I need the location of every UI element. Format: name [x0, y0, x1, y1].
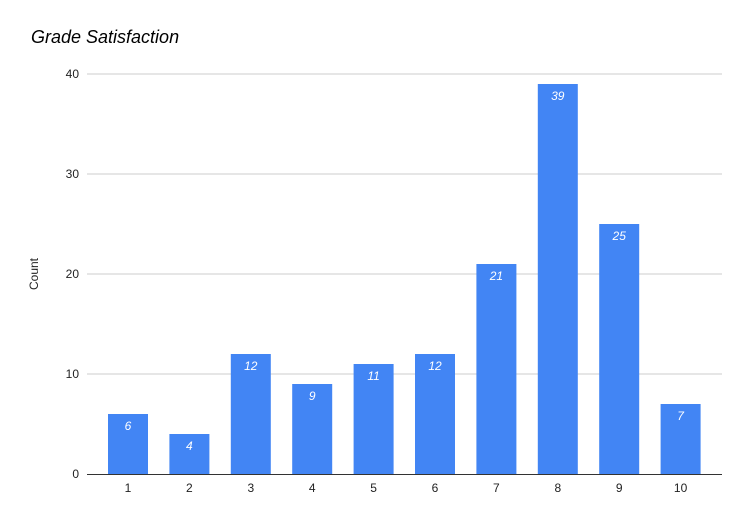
x-axis-ticks: 1 2 3 4 5 6 7 8 9 10	[125, 481, 688, 495]
bar	[230, 354, 271, 474]
y-tick-label: 20	[66, 267, 80, 281]
x-tick-label: 9	[616, 481, 623, 495]
bar	[537, 84, 578, 474]
x-tick-label: 1	[125, 481, 132, 495]
bar	[415, 354, 455, 474]
bar	[353, 364, 394, 474]
bar	[599, 224, 640, 474]
bar-value-label: 6	[125, 419, 132, 433]
x-tick-label: 6	[432, 481, 439, 495]
bar	[108, 414, 148, 474]
x-tick-label: 5	[370, 481, 377, 495]
bar	[660, 404, 701, 474]
y-tick-label: 10	[66, 367, 80, 381]
x-tick-label: 10	[674, 481, 688, 495]
bar-value-label: 21	[489, 269, 503, 283]
x-tick-label: 3	[247, 481, 254, 495]
x-tick-label: 8	[554, 481, 561, 495]
bar	[169, 434, 210, 474]
y-axis-title: Count	[27, 257, 41, 290]
y-axis-ticks: 0 10 20 30 40	[66, 67, 80, 481]
x-tick-label: 4	[309, 481, 316, 495]
data-labels: 6 4 12 9 11 12 21 39 25 7	[125, 89, 686, 453]
bar	[476, 264, 517, 474]
bar	[292, 384, 333, 474]
y-tick-label: 0	[72, 467, 79, 481]
bar-value-label: 12	[428, 359, 442, 373]
bar-value-label: 25	[612, 229, 627, 243]
x-tick-label: 7	[493, 481, 500, 495]
bar-value-label: 11	[367, 369, 379, 383]
bar-value-label: 4	[186, 439, 193, 453]
bar-value-label: 12	[244, 359, 258, 373]
y-tick-label: 30	[66, 167, 80, 181]
bar-value-label: 9	[309, 389, 316, 403]
bar-value-label: 7	[677, 409, 685, 423]
x-tick-label: 2	[186, 481, 193, 495]
bars	[108, 84, 701, 474]
chart-title: Grade Satisfaction	[31, 27, 180, 47]
bar-value-label: 39	[551, 89, 565, 103]
y-tick-label: 40	[66, 67, 80, 81]
